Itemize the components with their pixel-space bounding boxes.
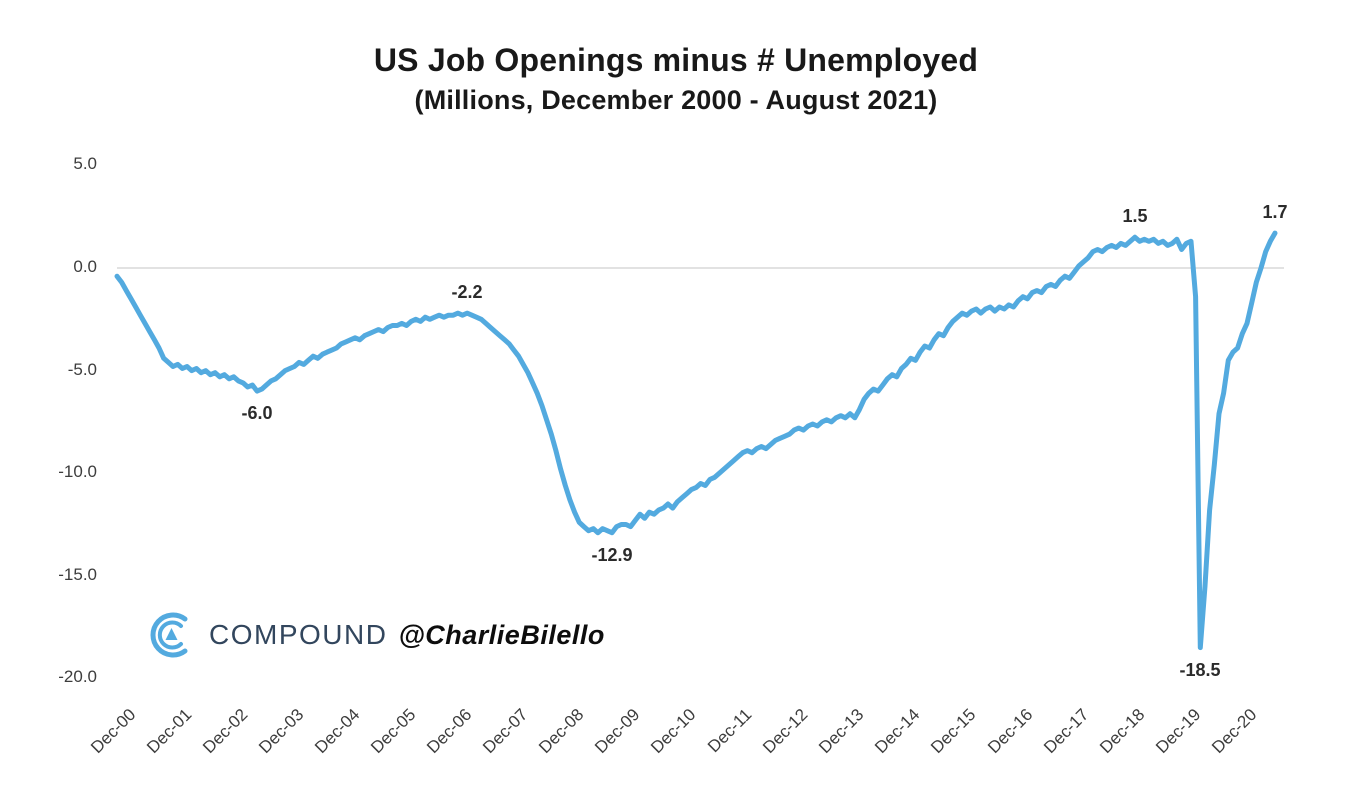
data-label: -18.5	[1179, 660, 1221, 680]
chart-title: US Job Openings minus # Unemployed	[373, 42, 979, 78]
watermark: COMPOUND @CharlieBilello	[146, 606, 605, 664]
data-label: -12.9	[591, 545, 633, 565]
y-axis-tick-label: -10.0	[58, 462, 97, 481]
data-label: -2.2	[451, 282, 483, 302]
compound-c-logo-icon	[150, 612, 188, 658]
chart-subtitle: (Millions, December 2000 - August 2021)	[414, 85, 938, 115]
y-axis-tick-label: 0.0	[73, 257, 97, 276]
y-axis-tick-label: 5.0	[73, 154, 97, 173]
twitter-handle: @CharlieBilello	[398, 619, 605, 650]
y-axis-tick-label: -15.0	[58, 565, 97, 584]
chart-title-block: US Job Openings minus # Unemployed (Mill…	[0, 42, 1352, 116]
brand-wordmark: COMPOUND	[209, 619, 388, 650]
y-axis-tick-label: -20.0	[58, 667, 97, 686]
data-series-line	[114, 230, 1278, 651]
data-label: -6.0	[241, 403, 273, 423]
y-axis-tick-label: -5.0	[67, 360, 97, 379]
data-label: 1.7	[1262, 202, 1288, 222]
data-label: 1.5	[1122, 206, 1148, 226]
